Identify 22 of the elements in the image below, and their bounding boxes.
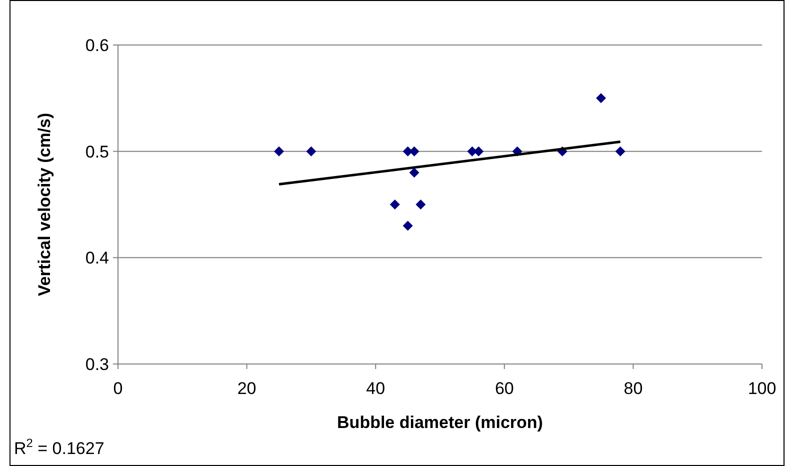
point bbox=[596, 93, 606, 104]
point bbox=[306, 146, 316, 156]
point bbox=[402, 220, 413, 231]
point bbox=[416, 200, 426, 210]
x-tick-label: 100 bbox=[748, 379, 776, 398]
x-tick-label: 40 bbox=[366, 379, 386, 398]
x-tick-label: 80 bbox=[624, 379, 643, 398]
y-tick-label: 0.5 bbox=[85, 142, 109, 162]
text: R$^{2}$ = 0.1627 bbox=[14, 436, 104, 458]
x-tick-label: 60 bbox=[494, 379, 514, 398]
y-tick-label: 0.3 bbox=[85, 354, 109, 374]
x-tick-label: 0 bbox=[113, 379, 123, 398]
point bbox=[615, 146, 626, 156]
x-tick-label: 20 bbox=[237, 379, 256, 398]
x-axis-title: Bubble diameter (micron) bbox=[337, 413, 543, 432]
point bbox=[474, 146, 484, 156]
point bbox=[390, 200, 400, 210]
y-tick-label: 0.6 bbox=[85, 36, 109, 55]
point bbox=[274, 146, 284, 156]
y-tick-label: 0.4 bbox=[85, 248, 109, 268]
y-axis-title: Vertical velocity (cm/s) bbox=[35, 112, 54, 296]
point bbox=[409, 168, 420, 178]
